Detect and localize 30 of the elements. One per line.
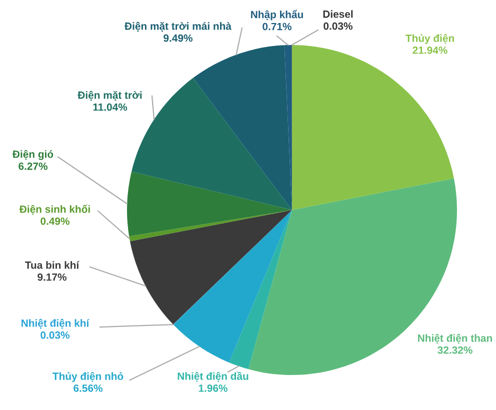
- slice-label: Điện mặt trời: [78, 90, 142, 101]
- data-label: 0.71%: [262, 22, 292, 30]
- pie-slice: [130, 210, 292, 324]
- data-label: 6.56%: [74, 384, 102, 392]
- slice-label: Diesel: [323, 10, 353, 18]
- slice-label: Nhiệt điện than: [418, 334, 492, 344]
- data-label: 21.94%: [412, 46, 448, 54]
- slice-label: Thủy điện: [406, 34, 454, 44]
- slice-label: Điện mặt trời mái nhà: [124, 22, 232, 32]
- pie-slice: [229, 210, 292, 370]
- data-label: 0.03%: [40, 331, 70, 339]
- slice-label: Điện gió: [12, 150, 54, 160]
- data-label: 0.49%: [40, 217, 70, 225]
- data-label: 0.03%: [324, 22, 352, 30]
- slice-label: Thủy điện nhỏ: [52, 372, 124, 382]
- pie-slice: [193, 45, 292, 210]
- slice-label: Điện sinh khối: [19, 204, 90, 215]
- slice-label: Tua bin khí: [25, 261, 80, 269]
- data-label: 32.32%: [438, 346, 472, 354]
- pie-slice: [292, 45, 454, 210]
- slice-label: Nhập khẩu: [251, 10, 303, 20]
- data-label: 11.04%: [93, 103, 128, 111]
- slice-label: Nhiệt điện dầu: [178, 372, 248, 382]
- data-label: 9.49%: [164, 34, 192, 42]
- pie-slice: [173, 210, 292, 363]
- data-label: 9.17%: [38, 273, 66, 281]
- data-label: 6.27%: [18, 162, 48, 170]
- slice-label: Nhiệt điện khí: [22, 318, 90, 329]
- pie-slice: [127, 172, 292, 236]
- data-label: 1.96%: [198, 384, 228, 392]
